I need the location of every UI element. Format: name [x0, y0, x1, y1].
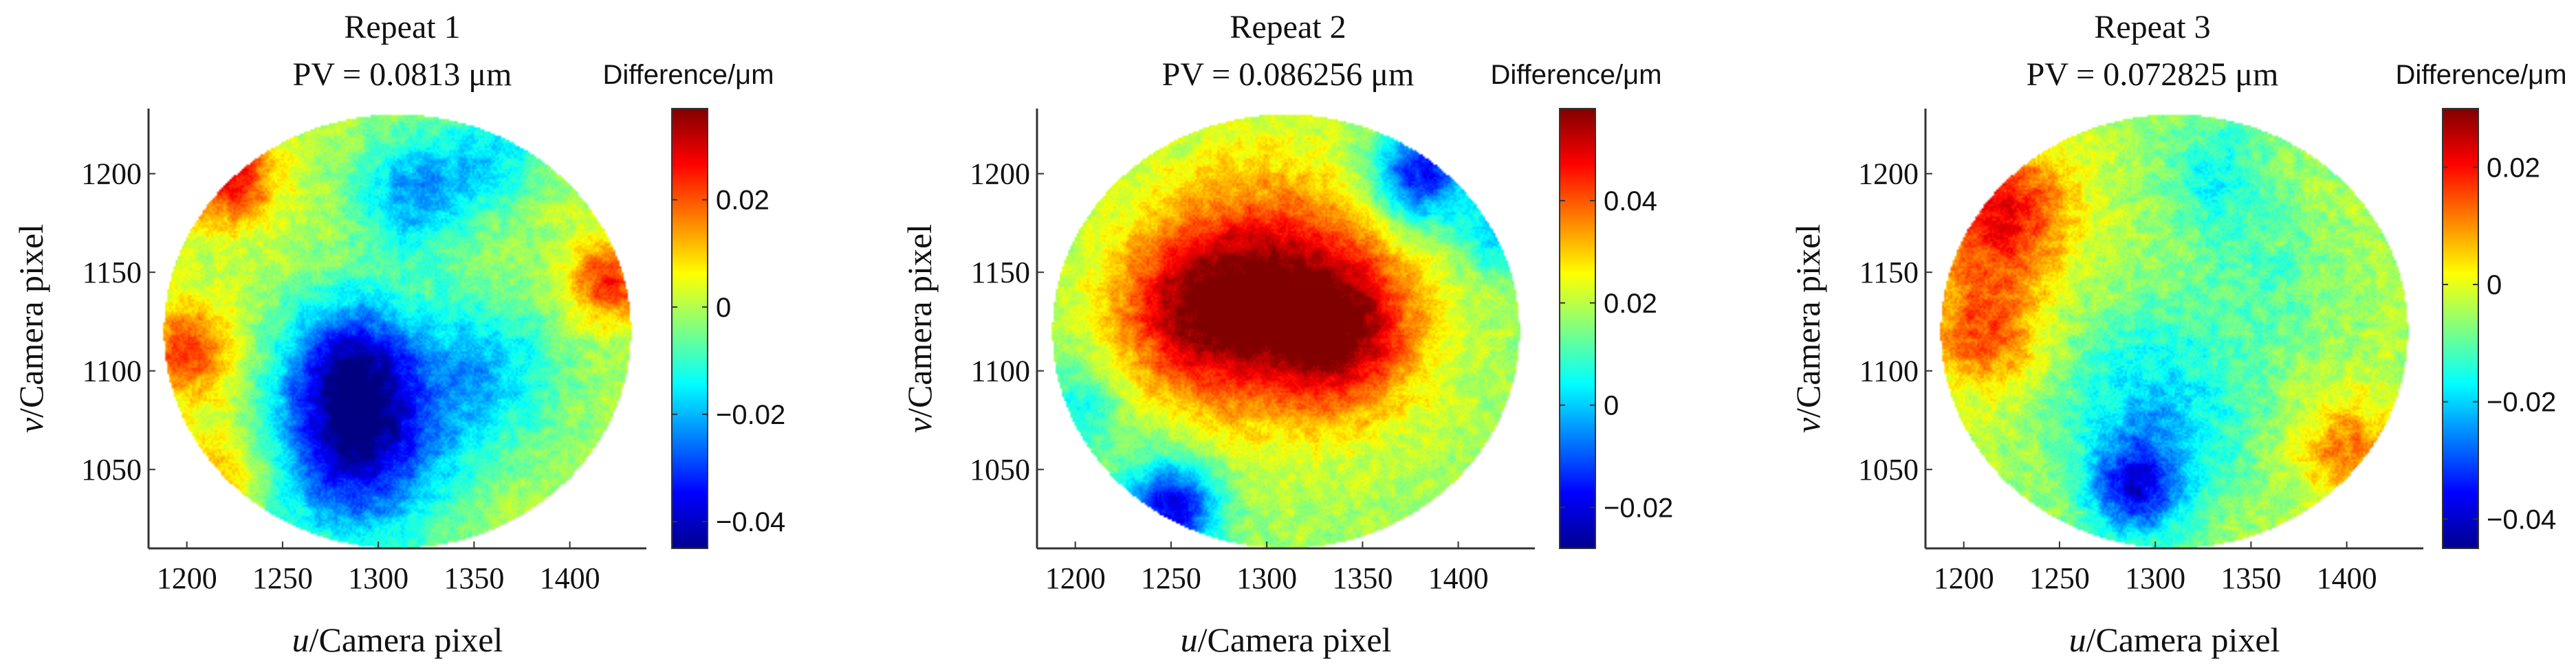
x-tick-label: 1350: [444, 561, 504, 595]
x-axis-label-var: u: [292, 621, 309, 659]
colorbar-title: Difference/μm: [602, 60, 774, 90]
x-axis-label-text: /Camera pixel: [2086, 621, 2280, 659]
colorbar-tick-label: 0: [1604, 391, 1619, 421]
x-tick-label: 1200: [1934, 561, 1994, 595]
colorbar-tick-label: 0: [716, 293, 731, 323]
panel-title: Repeat 3: [2094, 9, 2210, 45]
x-tick-label: 1350: [1332, 561, 1393, 595]
y-axis-label-text: /Camera pixel: [1789, 224, 1827, 418]
x-tick-label: 1200: [1045, 561, 1106, 595]
colorbar-title: Difference/μm: [2395, 60, 2566, 90]
x-tick-label: 1300: [1236, 561, 1297, 595]
colorbar-tick-label: −0.02: [1604, 493, 1673, 523]
x-tick-label: 1200: [157, 561, 217, 595]
x-tick-label: 1300: [2125, 561, 2185, 595]
colorbar-tick-label: −0.02: [2487, 388, 2556, 418]
colorbar-tick-label: 0.04: [1604, 186, 1657, 216]
y-tick-label: 1200: [970, 157, 1030, 191]
y-axis-label-var: v: [1789, 417, 1827, 433]
heatmap-image: [1037, 109, 1535, 548]
y-tick-label: 1100: [971, 355, 1030, 388]
x-tick-label: 1400: [2317, 561, 2377, 595]
pv-label: PV = 0.086256 μm: [1162, 56, 1415, 93]
y-axis-label: v/Camera pixel: [1789, 224, 1827, 433]
colorbar-gradient: [1559, 108, 1596, 549]
x-axis-label-var: u: [2069, 621, 2086, 659]
x-axis-label-text: /Camera pixel: [1198, 621, 1392, 659]
heatmap-image: [1925, 109, 2423, 548]
x-tick-label: 1400: [1428, 561, 1489, 595]
x-tick-label: 1250: [2029, 561, 2090, 595]
colorbar-tick-label: −0.04: [716, 507, 785, 537]
colorbar: −0.04 −0.02 0 0.02: [2442, 108, 2556, 549]
pv-label: PV = 0.072825 μm: [2027, 56, 2279, 93]
y-axis-label-var: v: [12, 417, 50, 433]
panel-1: Repeat 1 PV = 0.0813 μm Difference/μm 12…: [12, 9, 785, 659]
x-axis-label-var: u: [1181, 621, 1198, 659]
y-tick-label: 1100: [83, 355, 142, 388]
y-tick-label: 1050: [970, 453, 1030, 487]
x-tick-label: 1300: [348, 561, 408, 595]
y-ticks: 1050 1100 1150 1200: [1858, 157, 1932, 487]
y-tick-label: 1150: [1859, 256, 1919, 289]
colorbar: −0.02 0 0.02 0.04: [1559, 108, 1673, 549]
x-ticks: 1200 1250 1300 1350 1400: [1934, 541, 2377, 595]
panel-2: Repeat 2 PV = 0.086256 μm Difference/μm …: [900, 9, 1673, 659]
heatmap-image: [149, 109, 646, 548]
y-ticks: 1050 1100 1150 1200: [970, 157, 1044, 487]
heatmap-image: [149, 109, 646, 548]
y-axis-label-text: /Camera pixel: [900, 224, 939, 418]
colorbar-tick-label: 0.02: [2487, 153, 2540, 183]
colorbar-gradient: [2442, 108, 2479, 549]
colorbar: −0.04 −0.02 0 0.02: [671, 108, 785, 549]
x-axis-label: u/Camera pixel: [292, 621, 503, 659]
colorbar-tick-label: −0.02: [716, 400, 785, 430]
heatmap-image: [1037, 109, 1535, 548]
x-tick-label: 1350: [2220, 561, 2281, 595]
x-axis-label-text: /Camera pixel: [309, 621, 503, 659]
y-axis-label-text: /Camera pixel: [12, 224, 50, 418]
y-tick-label: 1150: [971, 256, 1030, 289]
x-axis-label: u/Camera pixel: [1181, 621, 1392, 659]
y-axis-label: v/Camera pixel: [12, 224, 50, 433]
colorbar-ticks: −0.04 −0.02 0 0.02: [2443, 153, 2556, 535]
x-tick-label: 1400: [540, 561, 600, 595]
pv-label: PV = 0.0813 μm: [293, 56, 512, 93]
y-tick-label: 1050: [1858, 453, 1919, 487]
colorbar-tick-label: 0.02: [1604, 289, 1657, 319]
y-tick-label: 1200: [81, 157, 142, 191]
y-tick-label: 1050: [81, 453, 142, 487]
panel-title: Repeat 2: [1230, 9, 1346, 45]
x-tick-label: 1250: [1141, 561, 1201, 595]
y-ticks: 1050 1100 1150 1200: [81, 157, 155, 487]
panel-title: Repeat 1: [344, 9, 460, 45]
y-tick-label: 1200: [1858, 157, 1919, 191]
colorbar-gradient: [671, 108, 708, 549]
y-axis-label: v/Camera pixel: [900, 224, 939, 433]
colorbar-tick-label: −0.04: [2487, 504, 2556, 535]
colorbar-ticks: −0.04 −0.02 0 0.02: [672, 186, 785, 537]
y-tick-label: 1150: [83, 256, 142, 289]
y-axis-label-var: v: [900, 417, 939, 433]
x-axis-label: u/Camera pixel: [2069, 621, 2280, 659]
panel-3: Repeat 3 PV = 0.072825 μm Difference/μm …: [1789, 9, 2567, 659]
x-ticks: 1200 1250 1300 1350 1400: [157, 541, 600, 595]
colorbar-title: Difference/μm: [1490, 60, 1661, 90]
heatmap-image: [1925, 109, 2423, 548]
colorbar-tick-label: 0.02: [716, 186, 769, 216]
x-ticks: 1200 1250 1300 1350 1400: [1045, 541, 1489, 595]
x-tick-label: 1250: [252, 561, 313, 595]
colorbar-tick-label: 0: [2487, 270, 2502, 300]
y-tick-label: 1100: [1859, 355, 1919, 388]
colorbar-ticks: −0.02 0 0.02 0.04: [1560, 186, 1673, 523]
